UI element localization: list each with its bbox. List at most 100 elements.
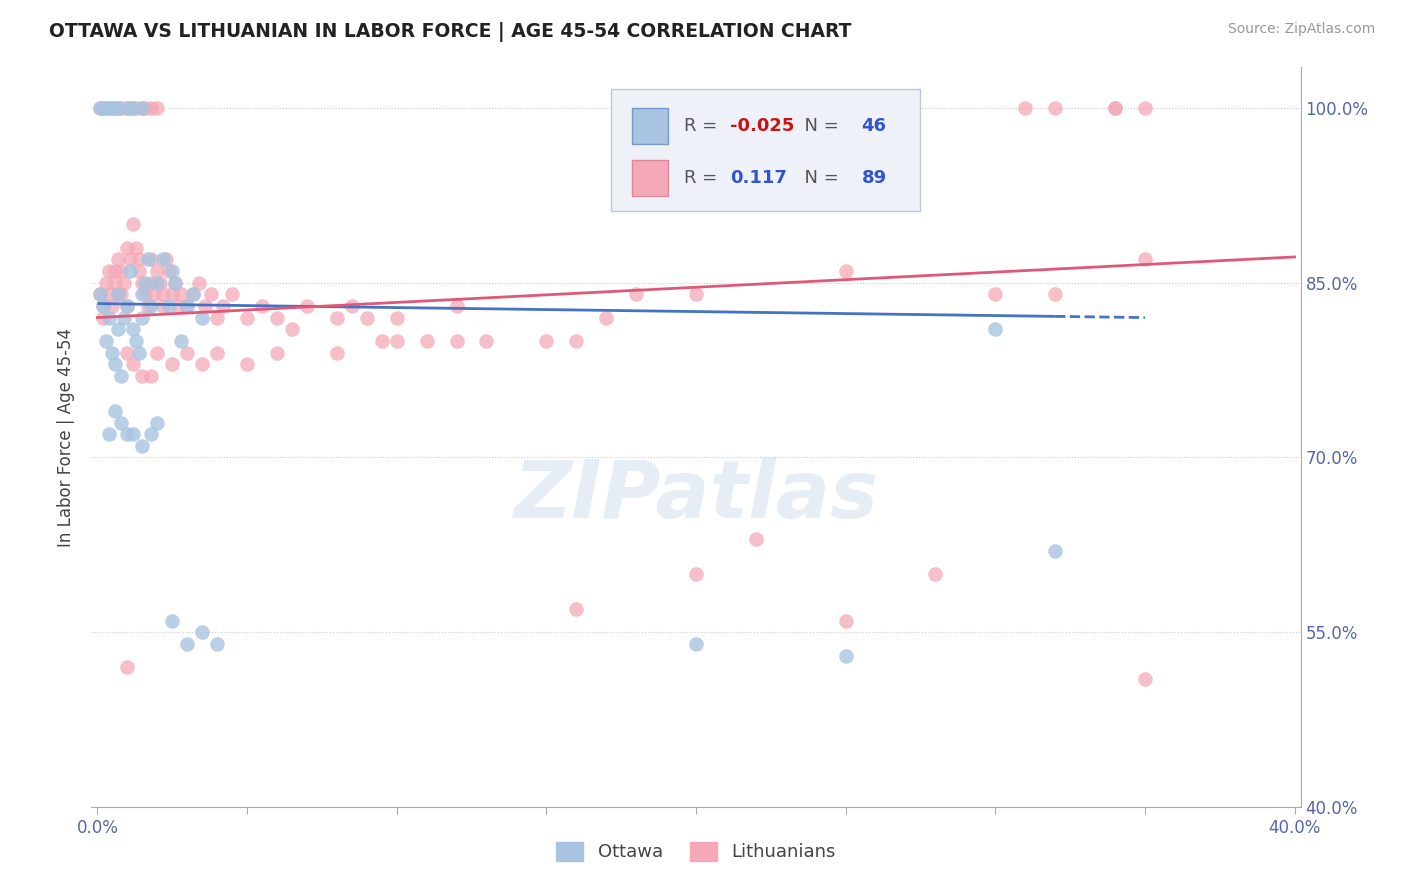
Point xyxy=(446,299,468,313)
Point xyxy=(125,334,148,348)
Point xyxy=(143,287,166,301)
Point xyxy=(266,310,288,325)
Point xyxy=(181,287,204,301)
Point xyxy=(117,345,139,359)
Point xyxy=(141,252,163,267)
Text: 46: 46 xyxy=(862,117,887,135)
Point xyxy=(834,648,856,663)
Point xyxy=(93,299,115,313)
Point xyxy=(191,625,214,640)
Point xyxy=(110,264,132,278)
Point xyxy=(281,322,304,336)
Point xyxy=(128,264,150,278)
Point xyxy=(924,567,946,582)
Point xyxy=(96,101,118,115)
Point xyxy=(112,276,135,290)
Point xyxy=(624,287,647,301)
Point xyxy=(96,276,118,290)
Y-axis label: In Labor Force | Age 45-54: In Labor Force | Age 45-54 xyxy=(58,327,76,547)
Point xyxy=(176,637,198,651)
Point xyxy=(117,427,139,442)
Point xyxy=(370,334,392,348)
Point xyxy=(565,602,588,616)
Point xyxy=(131,276,153,290)
Point xyxy=(340,299,363,313)
Point xyxy=(89,101,111,115)
Point xyxy=(117,660,139,674)
Point xyxy=(107,287,129,301)
Point xyxy=(194,299,217,313)
Point xyxy=(136,252,159,267)
Point xyxy=(160,357,183,371)
Point xyxy=(122,217,145,231)
Point xyxy=(107,287,129,301)
Point xyxy=(110,368,132,383)
Point xyxy=(685,567,707,582)
Point xyxy=(128,252,150,267)
Point xyxy=(236,357,259,371)
Point xyxy=(834,614,856,628)
Point xyxy=(984,322,1007,336)
Point xyxy=(170,287,193,301)
Point xyxy=(157,299,180,313)
Point xyxy=(107,252,129,267)
Point xyxy=(385,310,408,325)
Point xyxy=(101,101,124,115)
Point xyxy=(221,287,243,301)
Point xyxy=(295,299,318,313)
Bar xyxy=(631,108,668,144)
Point xyxy=(1133,101,1156,115)
Point xyxy=(146,101,169,115)
Point xyxy=(122,101,145,115)
Point xyxy=(101,345,124,359)
Point xyxy=(112,310,135,325)
Point xyxy=(188,276,211,290)
Point xyxy=(146,264,169,278)
Point xyxy=(536,334,558,348)
Point xyxy=(101,299,124,313)
Text: 89: 89 xyxy=(862,169,887,187)
Point xyxy=(141,299,163,313)
Point xyxy=(165,276,187,290)
Text: Source: ZipAtlas.com: Source: ZipAtlas.com xyxy=(1227,22,1375,37)
Point xyxy=(125,241,148,255)
Point xyxy=(834,264,856,278)
Point xyxy=(165,276,187,290)
Point xyxy=(250,299,273,313)
Point xyxy=(155,252,177,267)
Point xyxy=(149,276,172,290)
Point xyxy=(1014,101,1036,115)
Point xyxy=(131,101,153,115)
Point xyxy=(152,287,174,301)
FancyBboxPatch shape xyxy=(612,89,920,211)
Point xyxy=(96,334,118,348)
Point xyxy=(134,101,156,115)
Point xyxy=(122,357,145,371)
Point xyxy=(236,310,259,325)
Point xyxy=(93,310,115,325)
Point xyxy=(685,287,707,301)
Point xyxy=(1133,672,1156,686)
Point xyxy=(104,101,127,115)
Point xyxy=(205,637,228,651)
Point xyxy=(131,101,153,115)
Point xyxy=(200,287,222,301)
Point xyxy=(89,287,111,301)
Point xyxy=(356,310,378,325)
Point xyxy=(475,334,498,348)
Point xyxy=(122,101,145,115)
Point xyxy=(326,310,349,325)
Point xyxy=(131,287,153,301)
Point xyxy=(146,345,169,359)
Point xyxy=(1104,101,1126,115)
Point xyxy=(98,264,121,278)
Point xyxy=(415,334,437,348)
Point xyxy=(131,439,153,453)
Point xyxy=(122,427,145,442)
Point xyxy=(141,368,163,383)
Point xyxy=(104,264,127,278)
Point xyxy=(157,264,180,278)
Point xyxy=(122,322,145,336)
Point xyxy=(101,101,124,115)
Text: N =: N = xyxy=(793,169,844,187)
